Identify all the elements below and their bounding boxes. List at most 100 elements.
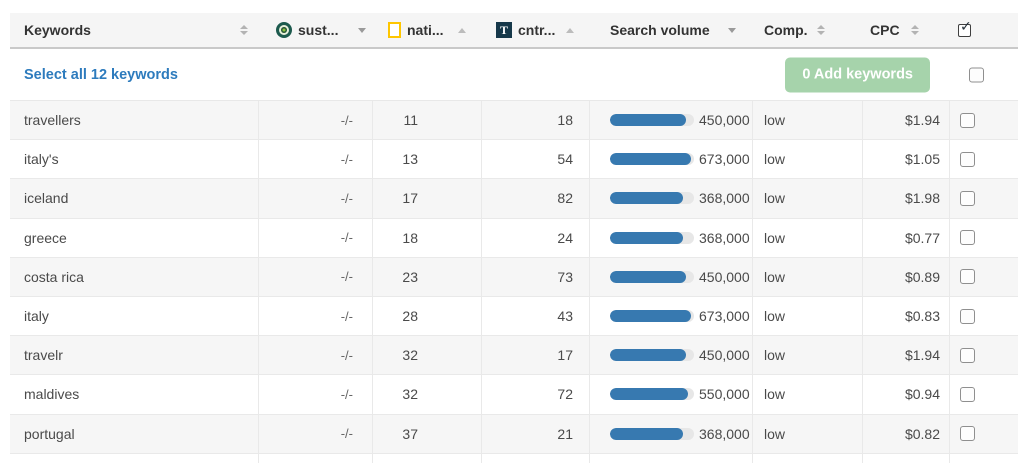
sust-rank-cell: -/- bbox=[259, 218, 373, 257]
row-checkbox[interactable] bbox=[960, 112, 975, 128]
cntr-rank-cell: 43 bbox=[482, 296, 590, 336]
column-header-cntr[interactable]: T cntr... bbox=[482, 13, 590, 47]
search-volume-cell: 450,000 bbox=[590, 257, 753, 296]
column-header-keywords[interactable]: Keywords bbox=[10, 13, 259, 47]
select-all-link[interactable]: Select all 12 keywords bbox=[24, 66, 178, 83]
competition-cell: low bbox=[753, 179, 863, 218]
cntr-rank-cell: 72 bbox=[482, 375, 590, 414]
volume-value: 368,000 bbox=[699, 425, 750, 442]
volume-bar-track bbox=[610, 310, 694, 323]
search-volume-cell: 450,000 bbox=[590, 336, 753, 375]
nati-rank-cell: 28 bbox=[373, 296, 482, 336]
nati-rank-cell: 18 bbox=[373, 218, 482, 257]
table-row: costa rica -/- 23 73 450,000 low $0.89 bbox=[10, 257, 1018, 297]
table-row: travelr -/- 32 17 450,000 low $1.94 bbox=[10, 336, 1018, 376]
keyword-cell: greece bbox=[10, 218, 259, 257]
volume-bar-track bbox=[610, 231, 694, 244]
volume-bar-fill bbox=[610, 310, 691, 323]
checkbox-cell bbox=[950, 415, 1018, 453]
column-label-comp: Comp. bbox=[764, 22, 808, 38]
nati-rank-cell: 32 bbox=[373, 375, 482, 414]
cpc-cell: $1.94 bbox=[863, 336, 950, 375]
competition-cell: low bbox=[753, 218, 863, 257]
select-all-row-checkbox[interactable] bbox=[969, 67, 984, 82]
nati-rank-cell: 17 bbox=[373, 179, 482, 218]
column-header-select[interactable] bbox=[950, 13, 1018, 47]
volume-bar-track bbox=[610, 349, 694, 362]
volume-bar-track bbox=[610, 270, 694, 283]
volume-bar-fill bbox=[610, 114, 686, 127]
row-checkbox[interactable] bbox=[960, 347, 975, 363]
cpc-cell: $0.82 bbox=[863, 414, 950, 453]
checkbox-cell bbox=[950, 258, 1018, 296]
table-body: travellers -/- 11 18 450,000 low $1.94 i… bbox=[10, 101, 1018, 454]
select-all-bar: Select all 12 keywords 0 Add keywords bbox=[10, 49, 1018, 101]
volume-bar-fill bbox=[610, 349, 686, 362]
row-checkbox[interactable] bbox=[960, 426, 975, 442]
table-row: italy's -/- 13 54 673,000 low $1.05 bbox=[10, 140, 1018, 180]
nati-rank-cell: 23 bbox=[373, 257, 482, 296]
column-label-cntr: cntr... bbox=[518, 22, 556, 38]
column-header-sust[interactable]: sust... bbox=[259, 13, 373, 47]
volume-bar-fill bbox=[610, 153, 691, 166]
cntr-rank-cell: 54 bbox=[482, 140, 590, 179]
keyword-cell: costa rica bbox=[10, 257, 259, 296]
volume-bar-fill bbox=[610, 388, 689, 401]
row-checkbox[interactable] bbox=[960, 190, 975, 206]
column-label-sust: sust... bbox=[298, 22, 339, 38]
cntr-rank-cell: 73 bbox=[482, 257, 590, 296]
volume-bar-track bbox=[610, 427, 694, 440]
checkbox-cell bbox=[950, 297, 1018, 335]
column-label-cpc: CPC bbox=[870, 22, 900, 38]
row-checkbox[interactable] bbox=[960, 386, 975, 402]
volume-value: 368,000 bbox=[699, 190, 750, 207]
table-row: maldives -/- 32 72 550,000 low $0.94 bbox=[10, 375, 1018, 415]
column-header-cpc[interactable]: CPC bbox=[863, 13, 950, 47]
sort-desc-icon bbox=[728, 27, 736, 33]
sust-rank-cell: -/- bbox=[259, 257, 373, 296]
volume-value: 450,000 bbox=[699, 268, 750, 285]
checkbox-cell bbox=[950, 336, 1018, 374]
sort-asc-icon bbox=[458, 27, 466, 33]
column-label-keywords: Keywords bbox=[24, 22, 91, 38]
competition-cell: low bbox=[753, 414, 863, 453]
cpc-cell: $0.94 bbox=[863, 375, 950, 414]
row-checkbox[interactable] bbox=[960, 269, 975, 285]
sust-rank-cell: -/- bbox=[259, 375, 373, 414]
column-header-nati[interactable]: nati... bbox=[373, 13, 482, 47]
competition-cell: low bbox=[753, 257, 863, 296]
competition-cell: low bbox=[753, 375, 863, 414]
column-label-search-volume: Search volume bbox=[610, 22, 710, 38]
competition-cell: low bbox=[753, 140, 863, 179]
keyword-cell: travellers bbox=[10, 101, 259, 140]
volume-bar-track bbox=[610, 192, 694, 205]
checkbox-cell bbox=[950, 219, 1018, 257]
volume-bar-track bbox=[610, 153, 694, 166]
cpc-cell: $1.94 bbox=[863, 101, 950, 140]
competition-cell: low bbox=[753, 101, 863, 140]
volume-bar-fill bbox=[610, 231, 684, 244]
cpc-cell: $1.98 bbox=[863, 179, 950, 218]
volume-bar-track bbox=[610, 114, 694, 127]
keyword-table: Keywords sust... nati... T bbox=[10, 13, 1018, 463]
search-volume-cell: 368,000 bbox=[590, 414, 753, 453]
keyword-cell: maldives bbox=[10, 375, 259, 414]
table-row: italy -/- 28 43 673,000 low $0.83 bbox=[10, 296, 1018, 337]
volume-value: 450,000 bbox=[699, 347, 750, 364]
search-volume-cell: 368,000 bbox=[590, 218, 753, 257]
sust-rank-cell: -/- bbox=[259, 179, 373, 218]
sort-icon bbox=[910, 25, 919, 35]
keyword-cell: italy's bbox=[10, 140, 259, 179]
volume-value: 550,000 bbox=[699, 386, 750, 403]
column-header-search-volume[interactable]: Search volume bbox=[590, 13, 753, 47]
cntr-rank-cell: 17 bbox=[482, 336, 590, 375]
add-keywords-button[interactable]: 0 Add keywords bbox=[785, 57, 930, 92]
row-checkbox[interactable] bbox=[960, 308, 975, 324]
partial-row bbox=[10, 453, 1018, 463]
sust-rank-cell: -/- bbox=[259, 140, 373, 179]
column-header-comp[interactable]: Comp. bbox=[753, 13, 863, 47]
row-checkbox[interactable] bbox=[960, 230, 975, 246]
cpc-cell: $0.89 bbox=[863, 257, 950, 296]
row-checkbox[interactable] bbox=[960, 151, 975, 167]
